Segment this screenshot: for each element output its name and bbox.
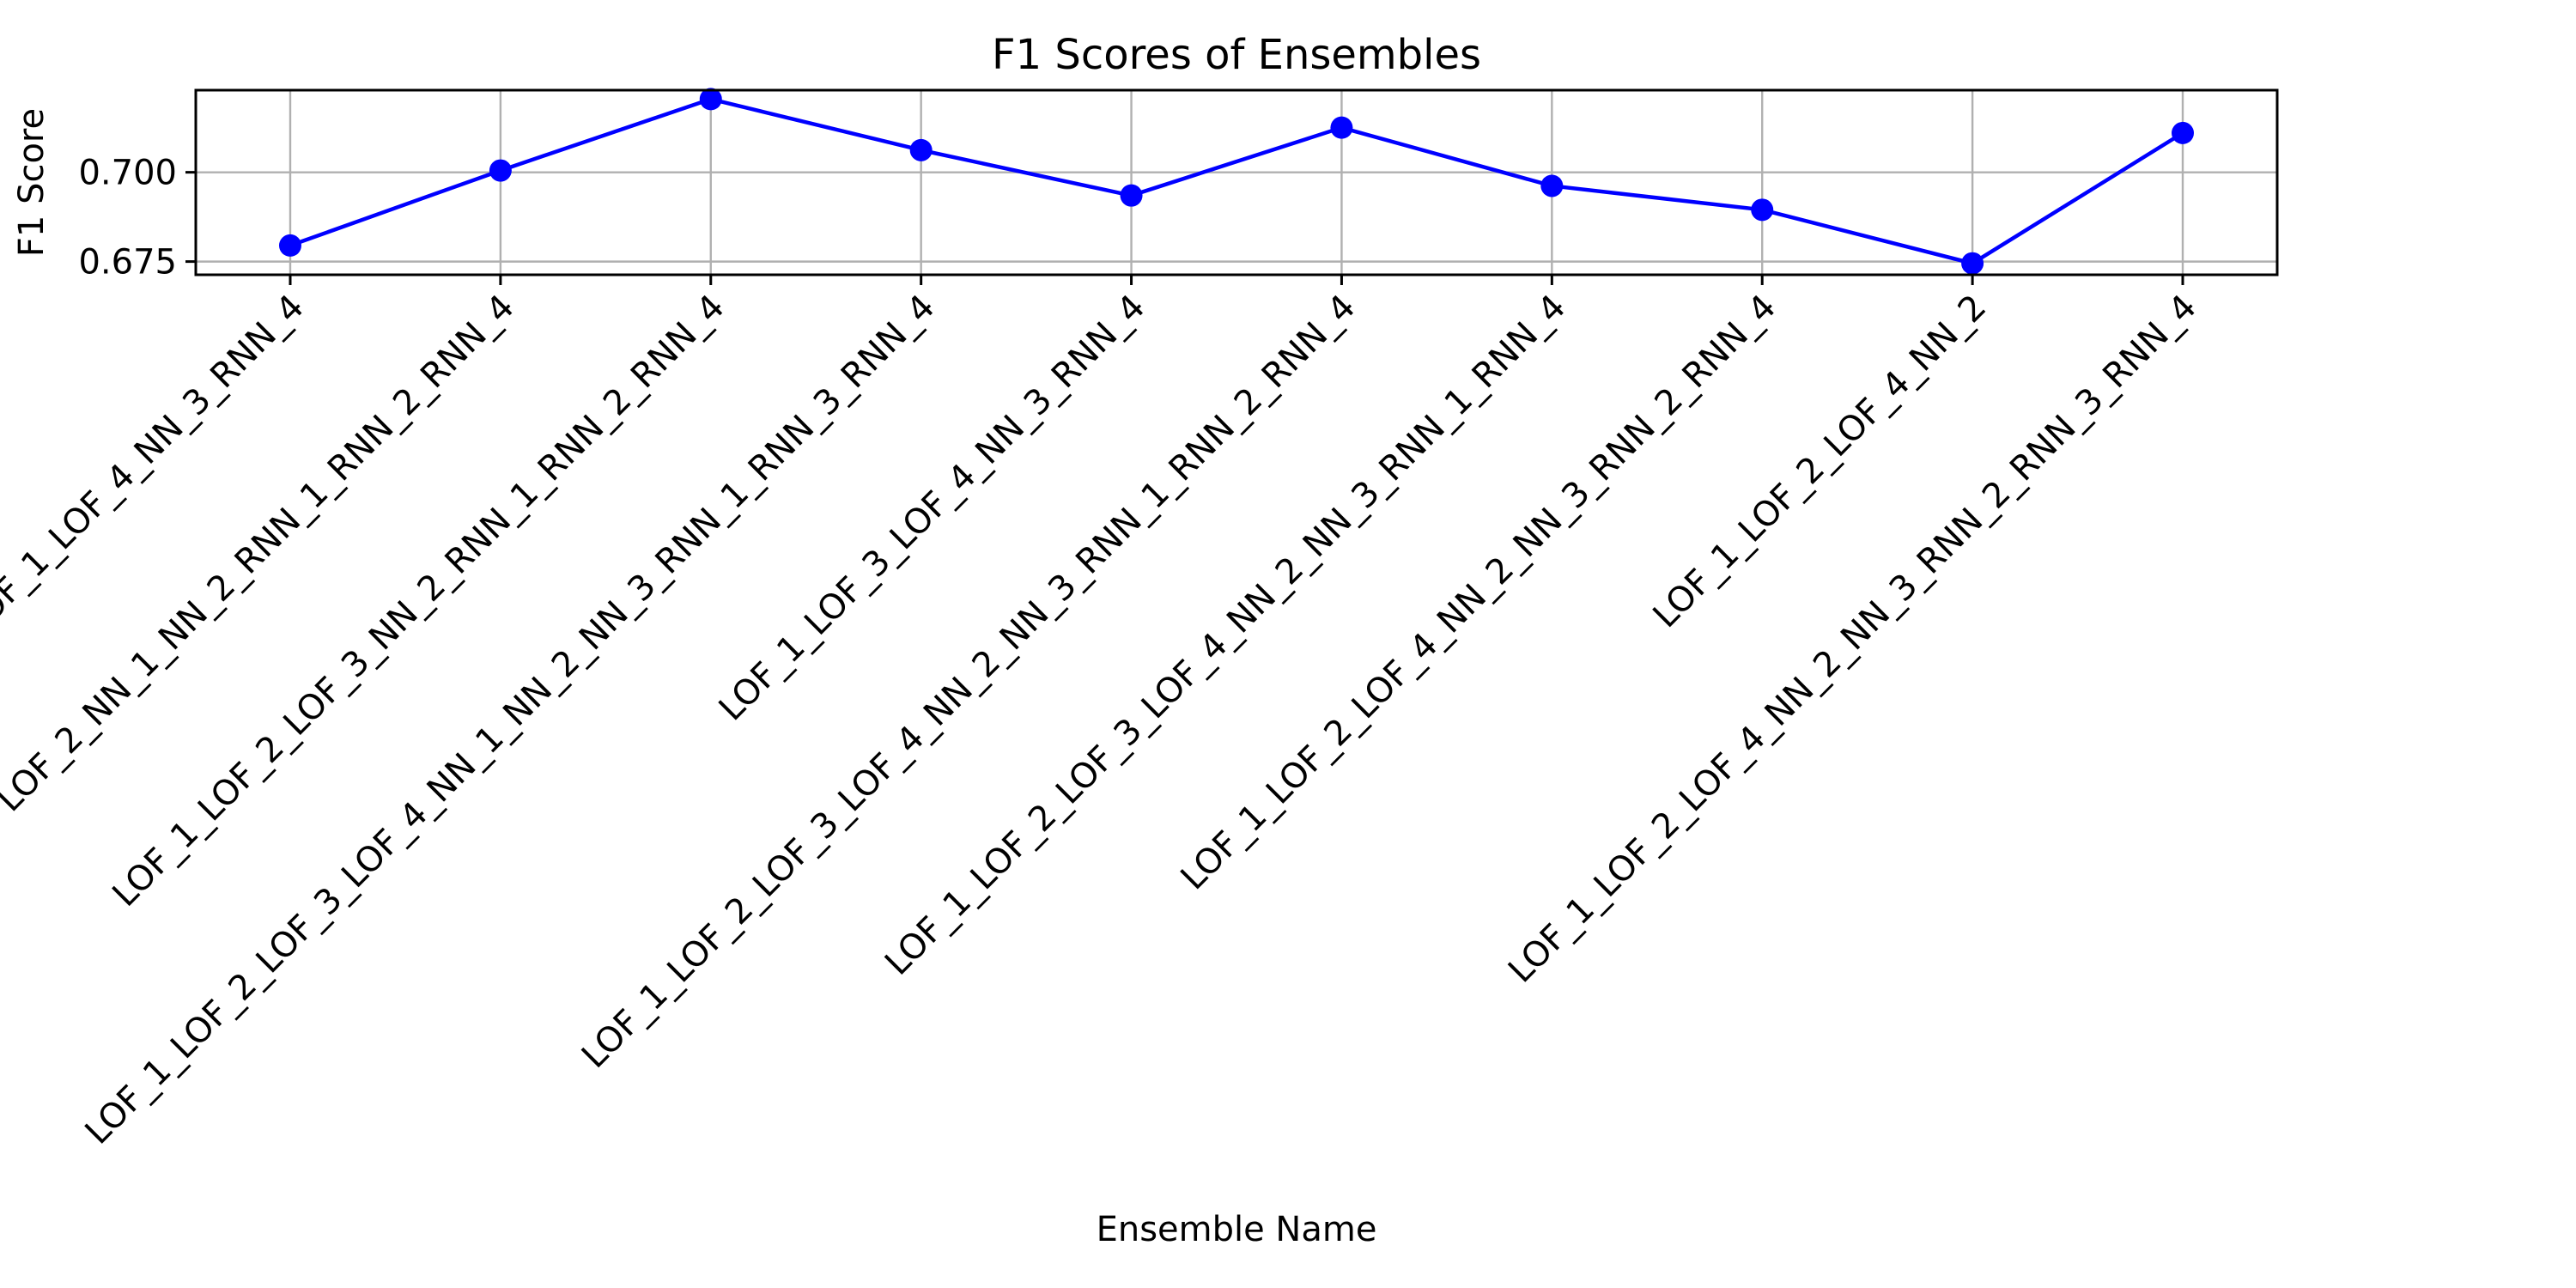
data-point [1540, 174, 1564, 197]
x-axis-label: Ensemble Name [1097, 1210, 1377, 1249]
data-point [1751, 198, 1774, 222]
data-point [1330, 116, 1353, 139]
y-tick-label: 0.700 [78, 154, 177, 193]
series-line [289, 97, 2184, 265]
data-point [489, 159, 512, 182]
data-point [1961, 252, 1984, 275]
chart-title: F1 Scores of Ensembles [992, 31, 1481, 79]
y-tick-label: 0.675 [78, 243, 177, 283]
data-point [699, 88, 722, 111]
data-point [909, 138, 933, 161]
y-axis-ticks: 0.675 0.700 [78, 154, 196, 283]
y-axis-label: F1 Score [12, 108, 52, 257]
x-axis-ticks: LOF_1_LOF_4_NN_3_RNN_4LOF_2_NN_1_NN_2_RN… [0, 275, 2204, 1152]
x-tick-label: LOF_1_LOF_2_LOF_4_NN_2 [1646, 288, 1995, 636]
series-layer [279, 88, 2194, 275]
x-tick-label: LOF_1_LOF_2_LOF_3_LOF_4_NN_2_NN_3_RNN_1_… [574, 288, 1364, 1077]
data-point [279, 234, 301, 257]
x-tick-label: LOF_1_LOF_4_NN_3_RNN_4 [0, 288, 312, 643]
data-point [2172, 121, 2194, 144]
x-tick-label: LOF_1_LOF_3_LOF_4_NN_3_RNN_4 [712, 288, 1153, 729]
x-tick-label: LOF_1_LOF_2_LOF_4_NN_2_NN_3_RNN_2_RNN_3_… [1501, 288, 2204, 991]
data-point [1120, 184, 1143, 207]
grid-layer [196, 90, 2277, 275]
plot-frame [194, 88, 2279, 276]
x-tick-label: LOF_1_LOF_2_LOF_3_LOF_4_NN_2_NN_3_RNN_1_… [878, 288, 1573, 983]
